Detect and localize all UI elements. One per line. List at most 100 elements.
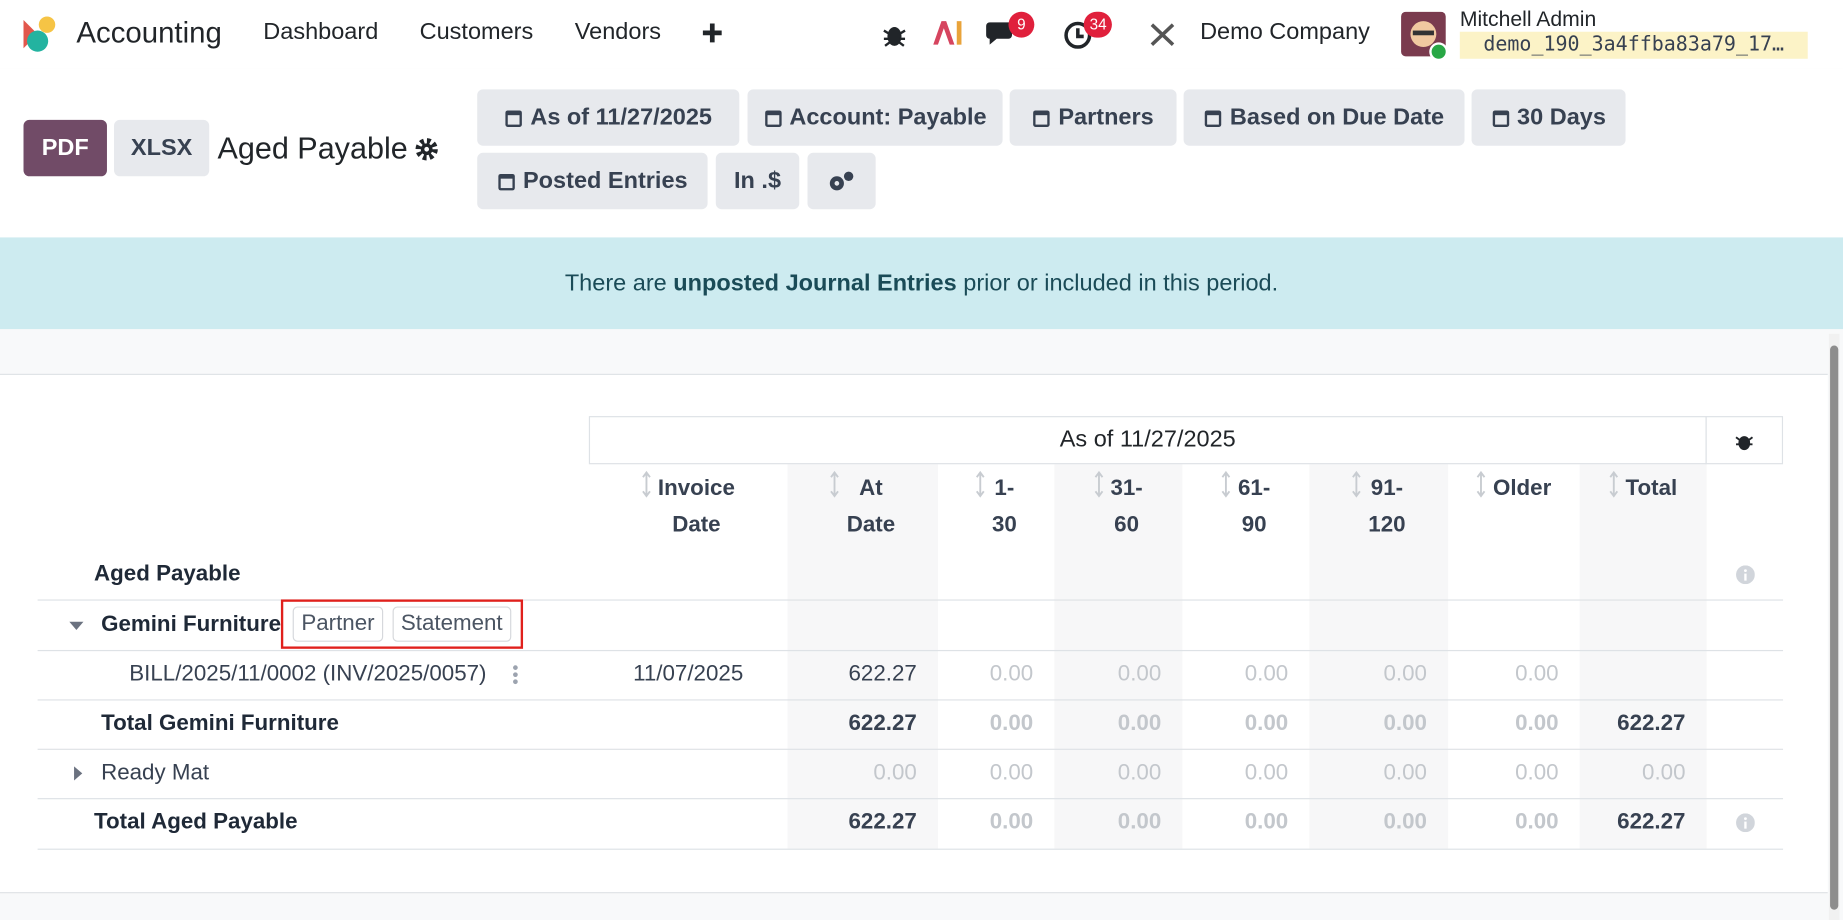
messages-badge: 9: [1008, 11, 1035, 38]
column-title: Invoice Date: [657, 476, 735, 538]
cell-value[interactable]: 0.00: [1515, 661, 1559, 687]
cell-value[interactable]: 622.27: [848, 661, 917, 687]
info-icon: [1736, 813, 1755, 838]
column-header[interactable]: Invoice Date: [589, 470, 788, 545]
filter-label: Posted Entries: [523, 167, 688, 194]
filter-button[interactable]: Account: Payable: [747, 89, 1003, 146]
pdf-button[interactable]: PDF: [23, 119, 107, 177]
report-row: Ready Mat 0.00 0.00 0.00 0.00 0.00 0.00 0.00: [0, 749, 1828, 798]
row-divider: [37, 848, 1784, 850]
info-icon: [1736, 565, 1755, 590]
menu-item[interactable]: Dashboard: [263, 18, 379, 45]
cell-value[interactable]: 0.00: [989, 661, 1034, 687]
cell-value[interactable]: 0.00: [1515, 809, 1559, 835]
app-name[interactable]: Accounting: [76, 16, 222, 50]
row-divider: [37, 649, 1784, 652]
report-row: Total Aged Payable 622.27 0.00 0.00 0.00 0.00…: [0, 798, 1828, 847]
cell-value[interactable]: 622.27: [1617, 711, 1686, 736]
cell-value[interactable]: 0.00: [1642, 760, 1686, 786]
report-row: Total Gemini Furniture 622.27 0.00 0.00 0.00…: [0, 699, 1828, 748]
cell-value[interactable]: 0.00: [1244, 809, 1289, 835]
cell-value[interactable]: 0.00: [1117, 711, 1162, 736]
navbar: Accounting Dashboard Customers Vendors 9…: [0, 0, 1843, 69]
cell-value[interactable]: 0.00: [1117, 661, 1162, 687]
row-menu[interactable]: [512, 664, 518, 691]
app-logo[interactable]: [21, 15, 59, 53]
row-button[interactable]: Statement: [392, 606, 511, 642]
row-label[interactable]: BILL/2025/11/0002 (INV/2025/0057): [129, 661, 487, 687]
icon: [1221, 470, 1231, 498]
cell-value[interactable]: 0.00: [1383, 661, 1427, 687]
avatar[interactable]: [1401, 11, 1449, 62]
expand-caret[interactable]: [68, 617, 84, 639]
column-header[interactable]: Older: [1448, 470, 1580, 545]
menu-item[interactable]: Customers: [419, 18, 534, 45]
menu-item[interactable]: Vendors: [574, 18, 662, 45]
row-label: Total Gemini Furniture: [101, 711, 339, 736]
column-header[interactable]: 61-90: [1182, 470, 1309, 545]
cell-value[interactable]: 0.00: [1383, 711, 1427, 736]
settings-icon[interactable]: [1148, 21, 1176, 47]
filter-button[interactable]: Partners: [1009, 89, 1177, 146]
cell-value[interactable]: 622.27: [848, 711, 917, 736]
xlsx-button[interactable]: XLSX: [114, 119, 210, 177]
filter-label: In .$: [734, 167, 782, 194]
filter-button[interactable]: As of 11/27/2025: [477, 89, 740, 146]
cell-value[interactable]: 0.00: [989, 711, 1034, 736]
cell-value[interactable]: 0.00: [1244, 760, 1289, 786]
icon: [1609, 470, 1619, 498]
icon: [827, 169, 855, 193]
cell-value[interactable]: 0.00: [1244, 711, 1289, 736]
alert-text: There are: [564, 269, 674, 296]
cell-value[interactable]: 0.00: [989, 760, 1034, 786]
filter-button[interactable]: 30 Days: [1471, 89, 1626, 146]
row-label[interactable]: Gemini Furniture: [101, 612, 282, 638]
icon: [1491, 107, 1510, 128]
row-label: Total Aged Payable: [94, 809, 298, 835]
icon: [1352, 470, 1361, 498]
options-button[interactable]: [807, 152, 876, 210]
debug-icon[interactable]: [883, 21, 907, 47]
alert-link[interactable]: unposted Journal Entries: [673, 269, 957, 296]
cell-value[interactable]: 0.00: [873, 760, 917, 786]
filter-label: 30 Days: [1517, 104, 1606, 130]
cell-value[interactable]: 0.00: [1244, 661, 1289, 687]
filter-label: As of 11/27/2025: [530, 104, 713, 130]
row-divider: [37, 748, 1784, 750]
alert-text: prior or included in this period.: [956, 269, 1279, 296]
cell-value[interactable]: 622.27: [1617, 809, 1686, 835]
column-header[interactable]: At Date: [788, 470, 938, 545]
user-name[interactable]: Mitchell Admin: [1459, 7, 1597, 31]
filter-button[interactable]: In .$: [715, 152, 800, 210]
debug-button[interactable]: [1705, 416, 1784, 465]
column-header[interactable]: 91-120: [1309, 470, 1448, 545]
filter-button[interactable]: Posted Entries: [477, 152, 708, 210]
column-header[interactable]: Total: [1580, 470, 1707, 545]
column-title: 61-90: [1237, 476, 1271, 538]
icon: [830, 470, 840, 498]
row-label[interactable]: Ready Mat: [101, 760, 210, 786]
cell-value[interactable]: 0.00: [1383, 809, 1427, 835]
company-name[interactable]: Demo Company: [1200, 18, 1370, 45]
column-header[interactable]: 31-60: [1054, 470, 1182, 545]
cell-value[interactable]: 0.00: [1117, 809, 1162, 835]
cell-value[interactable]: 0.00: [1515, 711, 1559, 736]
cell-value[interactable]: 622.27: [848, 809, 917, 835]
new-icon[interactable]: [702, 22, 723, 43]
row-button[interactable]: Partner: [293, 606, 383, 642]
gear-icon[interactable]: [414, 136, 440, 162]
expand-caret[interactable]: [71, 765, 87, 787]
column-header[interactable]: 1-30: [938, 470, 1054, 545]
icon: [504, 107, 523, 128]
cell-value[interactable]: 0.00: [1383, 760, 1427, 786]
cell-value[interactable]: 0.00: [989, 809, 1034, 835]
messages-icon[interactable]: [985, 20, 1020, 51]
cell-value[interactable]: 0.00: [1515, 760, 1559, 786]
filter-button[interactable]: Based on Due Date: [1183, 89, 1465, 146]
period-label: As of 11/27/2025: [1059, 426, 1236, 453]
ai-icon[interactable]: [931, 19, 964, 47]
cell-value[interactable]: 0.00: [1117, 760, 1162, 786]
icon: [1476, 470, 1486, 498]
column-title: At Date: [846, 476, 896, 538]
icon: [1032, 107, 1051, 128]
